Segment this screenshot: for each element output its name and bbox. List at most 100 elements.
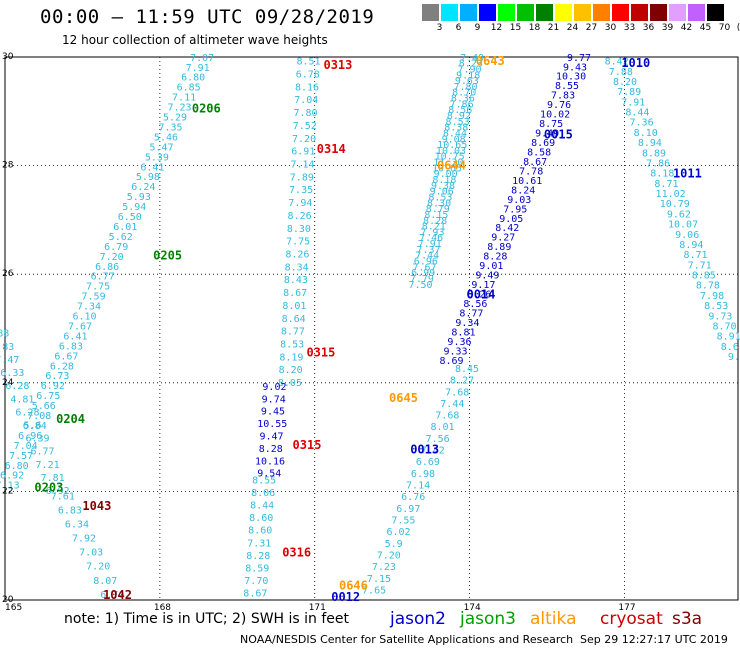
wave-height-value: 7.46 xyxy=(419,233,443,244)
scale-label: 33 xyxy=(623,23,636,33)
wave-height-value: 7.68 xyxy=(435,411,459,422)
wave-height-value: 7.04 xyxy=(294,95,318,106)
wave-height-value: 7.91 xyxy=(186,63,210,74)
wave-height-value: 7.42 xyxy=(421,446,445,457)
wave-height-value: 9.36 xyxy=(447,337,471,348)
wave-height-value: 7.47 xyxy=(0,355,19,366)
pass-time-label: 1010 xyxy=(621,56,650,70)
scale-label: 9 xyxy=(474,23,481,33)
wave-height-value: 8.94 xyxy=(679,240,703,251)
wave-height-value: 10.02 xyxy=(540,110,570,121)
wave-height-value: 6.83 xyxy=(59,341,83,352)
wave-height-value: 8.89 xyxy=(642,148,666,159)
wave-height-value: 8.71 xyxy=(683,250,707,261)
wave-height-value: 8.18 xyxy=(432,175,456,186)
wave-height-value: 8.51 xyxy=(296,57,320,68)
wave-height-value: 7.86 xyxy=(646,158,670,169)
wave-height-value: 8.26 xyxy=(288,211,312,222)
pass-time-label: 0014 xyxy=(466,288,495,302)
wave-height-value: 8.59 xyxy=(245,564,269,575)
wave-height-value: 7.44 xyxy=(415,251,439,262)
wave-height-value: 6.85 xyxy=(177,83,201,94)
wave-height-tracks: 7.077.916.806.857.117.235.297.355.465.47… xyxy=(0,53,740,601)
legend-cryosat: cryosat xyxy=(600,609,663,629)
credit-line: NOAA/NESDIS Center for Satellite Applica… xyxy=(240,633,574,646)
wave-height-value: 7.20 xyxy=(377,551,401,562)
wave-height-value: 8.28 xyxy=(246,551,270,562)
lat-tick-label: 24 xyxy=(2,378,14,388)
wave-height-value: 8.42 xyxy=(605,57,629,68)
wave-height-value: 6.96 xyxy=(18,431,42,442)
wave-height-value: 7.80 xyxy=(453,82,477,93)
wave-height-value: 6.02 xyxy=(386,527,410,538)
scale-swatch xyxy=(612,4,629,21)
scale-label: 21 xyxy=(547,23,560,33)
wave-height-value: 8.18 xyxy=(650,169,674,180)
pass-time-label: 0645 xyxy=(389,391,418,405)
wave-height-value: 7.20 xyxy=(100,252,124,263)
wave-height-value: 8.53 xyxy=(280,339,304,350)
wave-height-value: 6.83 xyxy=(0,342,14,353)
scale-swatch xyxy=(688,4,705,21)
scale-swatch xyxy=(517,4,534,21)
wave-height-value: 7.65 xyxy=(362,585,386,596)
wave-height-value: 4.81 xyxy=(10,394,34,405)
wave-height-value: 6.70 xyxy=(100,590,124,601)
pass-time-label: 0315 xyxy=(306,346,335,360)
wave-height-value: 6.10 xyxy=(72,312,96,323)
lat-tick-label: 22 xyxy=(2,486,13,496)
wave-height-value: 7.35 xyxy=(158,122,182,133)
scale-label: 24 xyxy=(566,23,579,33)
wave-height-value: 9.06 xyxy=(675,230,699,241)
wave-height-value: 7.59 xyxy=(82,292,106,303)
lon-tick-label: 177 xyxy=(618,603,635,613)
scale-label: 30 xyxy=(604,23,617,33)
wave-height-value: 6.99 xyxy=(411,268,435,279)
wave-height-value: 8.20 xyxy=(279,365,303,376)
wave-height-value: 10.79 xyxy=(660,199,690,210)
pass-time-label: 0314 xyxy=(317,142,346,156)
scale-swatch xyxy=(498,4,515,21)
wave-height-value: 8.21 xyxy=(422,222,446,233)
wave-height-value: 8.15 xyxy=(424,210,448,221)
wave-height-value: 8.43 xyxy=(284,275,308,286)
wave-height-value: 8.77 xyxy=(459,308,483,319)
wave-height-value: 7.88 xyxy=(609,67,633,78)
wave-height-value: 10.65 xyxy=(437,140,467,151)
wave-height-value: 7.89 xyxy=(617,87,641,98)
wave-height-value: 8.16 xyxy=(295,82,319,93)
scale-swatch xyxy=(631,4,648,21)
wave-height-value: 7.11 xyxy=(172,93,196,104)
wave-height-value: 6.28 xyxy=(5,381,29,392)
wave-height-value: 8.67 xyxy=(283,288,307,299)
wave-height-value: 9.49 xyxy=(475,271,499,282)
wave-height-value: 8.77 xyxy=(281,327,305,338)
wave-height-value: 7.67 xyxy=(412,262,436,273)
scale-swatch xyxy=(574,4,591,21)
pass-time-label: 0313 xyxy=(323,58,352,72)
wave-height-value: 6.79 xyxy=(104,242,128,253)
axis-tick-labels: 165 168 171 174 177 30 28 26 24 22 20 xyxy=(2,52,636,613)
lat-tick-label: 20 xyxy=(2,595,14,605)
wave-height-value: 6.67 xyxy=(54,351,78,362)
wave-height-value: 7.03 xyxy=(79,548,103,559)
lon-tick-label: 165 xyxy=(5,603,22,613)
wave-height-value: 7.81 xyxy=(41,473,65,484)
wave-height-value: 8.36 xyxy=(451,94,475,105)
wave-height-value: 6.41 xyxy=(63,331,87,342)
wave-height-value: 9.77 xyxy=(567,53,591,64)
wave-height-value: 8.69 xyxy=(531,138,555,149)
wave-height-value: 6.24 xyxy=(131,182,155,193)
scale-swatch xyxy=(707,4,724,21)
lon-tick-label: 168 xyxy=(154,603,171,613)
wave-height-value: 7.90 xyxy=(457,64,481,75)
wave-height-value: 7.49 xyxy=(460,53,484,64)
wave-height-value: 8.44 xyxy=(625,108,649,119)
wave-height-value: 10.16 xyxy=(255,456,285,467)
wave-height-value: 7.86 xyxy=(450,99,474,110)
pass-time-labels: 0313 0314 0315 0315 0316 0206 0205 0204 0203 1043… xyxy=(34,54,701,604)
wave-height-value: 8.67 xyxy=(523,157,547,168)
lat-tick-label: 26 xyxy=(2,269,14,279)
scale-swatch xyxy=(422,4,439,21)
wave-height-value: 6.77 xyxy=(31,447,55,458)
